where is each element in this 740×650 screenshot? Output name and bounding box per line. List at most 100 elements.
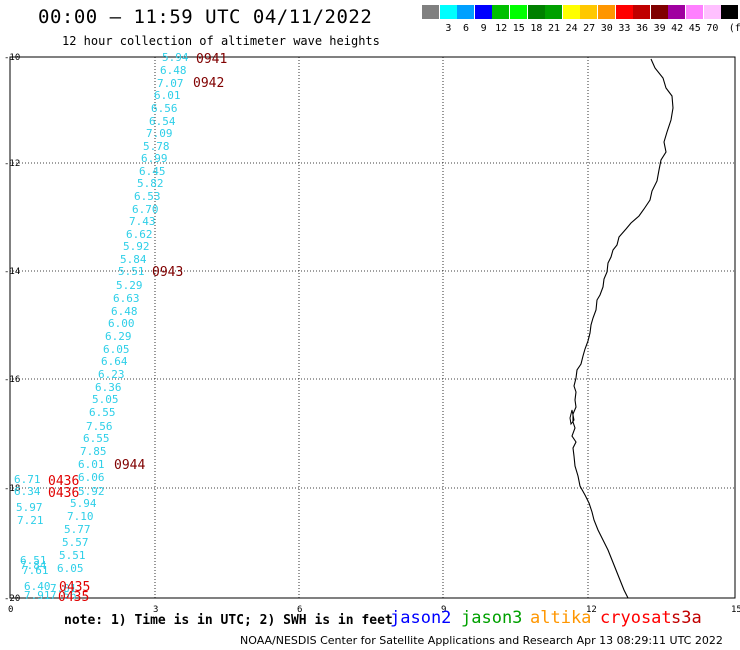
map-title: 00:00 – 11:59 UTC 04/11/2022 <box>38 6 373 28</box>
x-tick-label: 12 <box>586 605 597 615</box>
legend-label: 39 <box>653 23 666 34</box>
legend-swatch <box>492 5 510 19</box>
legend-label: 45 <box>688 23 701 34</box>
legend-label: 21 <box>547 23 561 34</box>
satellite-legend-s3a: s3a <box>671 608 702 628</box>
time-label: 0436 <box>48 474 79 489</box>
wave-height-label: 5.51 <box>118 265 145 278</box>
wave-height-label: 6.48 <box>111 305 138 318</box>
wave-height-label: 5.97 <box>16 501 43 514</box>
wave-height-label: 6.05 <box>57 562 84 575</box>
wave-height-label: 6.53 <box>134 190 161 203</box>
wave-height-label: 6.06 <box>78 471 105 484</box>
legend-label: 15 <box>512 23 525 34</box>
legend-swatch <box>527 5 545 19</box>
legend-swatch <box>650 5 668 19</box>
wave-height-label: 7.56 <box>86 420 113 433</box>
wave-height-label: 6.71 <box>14 473 41 486</box>
legend-swatch <box>721 5 739 19</box>
wave-height-label: 7.07 <box>157 77 184 90</box>
wave-height-label: 6.56 <box>151 102 178 115</box>
y-tick-label: -20 <box>4 594 20 604</box>
time-label: 0435 <box>59 580 90 595</box>
island <box>569 409 575 426</box>
time-label: 0943 <box>152 265 183 280</box>
x-tick-label: 0 <box>8 605 13 615</box>
wave-height-label: 6.36 <box>95 381 122 394</box>
y-tick-label: -18 <box>4 484 20 494</box>
wave-height-label: 7.85 <box>80 445 107 458</box>
legend-swatch <box>615 5 633 19</box>
wave-height-label: 5.77 <box>64 523 91 536</box>
legend-label: 30 <box>600 23 613 34</box>
legend-label: 9 <box>480 23 487 34</box>
time-label: 0944 <box>114 458 145 473</box>
legend-swatch <box>510 5 527 19</box>
wave-height-label: 5.29 <box>116 279 143 292</box>
x-tick-label: 3 <box>153 605 158 615</box>
wave-height-label: 7.09 <box>146 127 173 140</box>
wave-height-label: 6.63 <box>113 292 140 305</box>
wave-height-label: 7.10 <box>67 510 94 523</box>
legend-swatch <box>457 5 475 19</box>
wave-height-label: 6.62 <box>126 228 153 241</box>
wave-height-label: 6.99 <box>141 152 168 165</box>
y-tick-label: -12 <box>4 159 20 169</box>
legend-swatch <box>545 5 563 19</box>
wave-height-label: 6.00 <box>108 317 135 330</box>
coastline <box>571 58 674 599</box>
time-label: 0941 <box>196 52 227 67</box>
legend-label: 12 <box>495 23 508 34</box>
satellite-legend-cryosat: cryosat <box>600 608 672 628</box>
wave-height-label: 6.01 <box>78 458 105 471</box>
wave-height-label: 6.29 <box>105 330 132 343</box>
legend-label: 3 <box>445 23 452 34</box>
legend-swatch <box>562 5 580 19</box>
time-label: 0436 <box>48 486 79 501</box>
wave-height-label: 7.84 <box>20 559 47 572</box>
time-label: 0942 <box>193 76 224 91</box>
legend-label: 24 <box>565 23 578 34</box>
legend-label: 6 <box>462 23 470 34</box>
wave-height-label: 5.94 <box>162 51 189 64</box>
wave-height-label: 6.51 <box>20 554 47 567</box>
satellite-legend-altika: altika <box>530 608 592 628</box>
satellite-legend-jason2: jason2 <box>390 608 452 628</box>
legend-swatch <box>703 5 721 19</box>
legend-label: 70 <box>706 23 719 34</box>
x-tick-label: 15 <box>731 605 740 615</box>
wave-height-label: 5.94 <box>70 497 97 510</box>
map-subtitle: 12 hour collection of altimeter wave hei… <box>62 34 380 48</box>
wave-height-label: 6.01 <box>154 89 181 102</box>
wave-height-label: 6.55 <box>83 432 110 445</box>
wave-height-label: 7.61 <box>22 564 49 577</box>
wave-height-label: 5.57 <box>62 536 89 549</box>
wave-height-label: 7.21 <box>17 514 44 527</box>
wave-height-label: 5.78 <box>143 140 170 153</box>
wave-height-label: 7.56 <box>50 589 77 602</box>
time-label: 0435 <box>58 590 89 605</box>
wave-height-label: 5.82 <box>137 177 164 190</box>
footer-note: note: 1) Time is in UTC; 2) SWH is in fe… <box>64 613 393 628</box>
legend-swatch <box>580 5 598 19</box>
legend-label: 42 <box>671 23 684 34</box>
legend-swatch <box>422 5 439 19</box>
wave-height-label: 6.70 <box>132 203 159 216</box>
wave-height-label: 6.45 <box>139 165 166 178</box>
credit-line: NOAA/NESDIS Center for Satellite Applica… <box>240 634 723 647</box>
wave-height-label: 6.54 <box>149 115 176 128</box>
wave-height-label: 5.51 <box>59 549 86 562</box>
wave-height-label: 6.40 <box>24 580 51 593</box>
wave-height-label: 7.01 <box>50 582 77 595</box>
wave-height-label: 6.55 <box>89 406 116 419</box>
legend-label: 36 <box>635 23 649 34</box>
y-tick-label: -16 <box>4 375 20 385</box>
wave-height-label: 5.92 <box>123 240 150 253</box>
x-tick-label: 6 <box>297 605 302 615</box>
wave-height-label: 6.64 <box>101 355 128 368</box>
wave-height-label: 6.48 <box>160 64 187 77</box>
wave-height-label: 5.05 <box>92 393 119 406</box>
map-frame <box>9 56 736 599</box>
wave-height-label: 5.84 <box>120 253 147 266</box>
